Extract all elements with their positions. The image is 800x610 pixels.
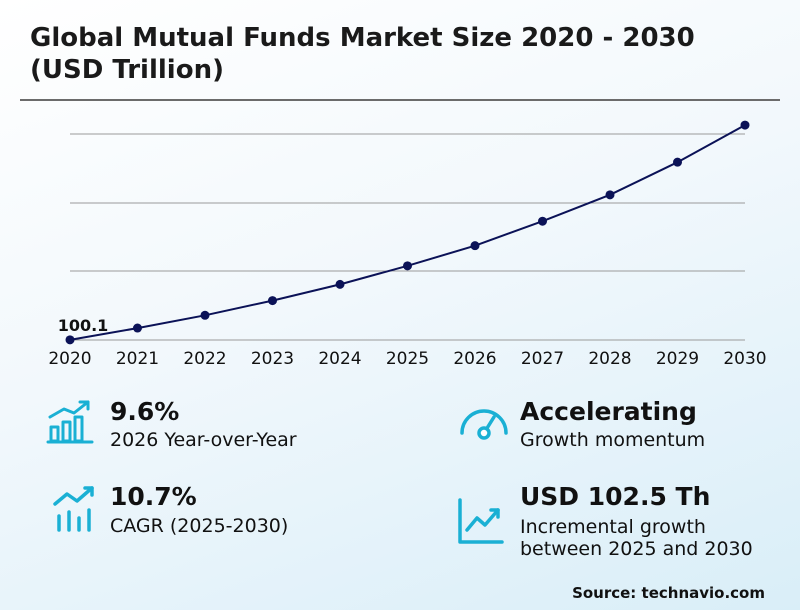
x-tick-label: 2030 (723, 349, 766, 369)
stat-incremental: USD 102.5 Th Incremental growth between … (456, 482, 786, 567)
line-chart: 2020 2021 2022 2023 2024 2025 2026 2027 2028 2029… (48, 120, 767, 369)
x-tick-label: 2028 (588, 349, 631, 369)
data-point (470, 241, 480, 251)
stat-cagr-label: CAGR (2025-2030) (110, 515, 289, 537)
stat-cagr: 10.7% CAGR (2025-2030) (52, 482, 372, 542)
trend-bars-icon (53, 486, 94, 532)
data-point (403, 261, 412, 271)
chart-title: Global Mutual Funds Market Size 2020 - 2… (30, 23, 695, 85)
x-tick-label: 2024 (318, 349, 361, 369)
data-point (673, 157, 682, 167)
stat-cagr-value: 10.7% (110, 482, 197, 511)
gauge-icon (460, 409, 508, 440)
stat-incremental-label-line1: Incremental growth (520, 516, 706, 538)
data-point (740, 120, 750, 130)
stat-yoy-label: 2026 Year-over-Year (110, 429, 297, 451)
x-tick-label: 2025 (386, 349, 429, 369)
stat-momentum-label: Growth momentum (520, 429, 706, 451)
stat-yoy-value: 9.6% (110, 397, 180, 426)
stat-momentum: Accelerating Growth momentum (458, 397, 778, 457)
data-label: 100.1 (58, 316, 109, 335)
x-tick-label: 2023 (251, 349, 294, 369)
x-tick-label: 2021 (116, 349, 159, 369)
x-tick-label: 2026 (453, 349, 496, 369)
series-line (69, 124, 746, 341)
bar-growth-icon (46, 400, 94, 444)
data-point (605, 190, 615, 200)
data-point (538, 216, 547, 226)
source-credit: Source: technavio.com (572, 584, 765, 602)
x-tick-label: 2020 (48, 349, 91, 369)
data-point (335, 279, 345, 289)
data-point (65, 335, 75, 345)
stat-yoy: 9.6% 2026 Year-over-Year (46, 397, 376, 457)
x-tick-label: 2027 (521, 349, 564, 369)
stat-incremental-label-line2: between 2025 and 2030 (520, 538, 753, 560)
title-divider (20, 99, 780, 101)
x-tick-label: 2022 (183, 349, 226, 369)
data-point (133, 323, 142, 333)
trend-chart-icon (458, 498, 504, 544)
x-tick-label: 2029 (656, 349, 699, 369)
stat-momentum-value: Accelerating (520, 397, 697, 426)
stat-incremental-value: USD 102.5 Th (520, 482, 711, 511)
data-point (200, 310, 210, 320)
data-point (268, 296, 277, 306)
